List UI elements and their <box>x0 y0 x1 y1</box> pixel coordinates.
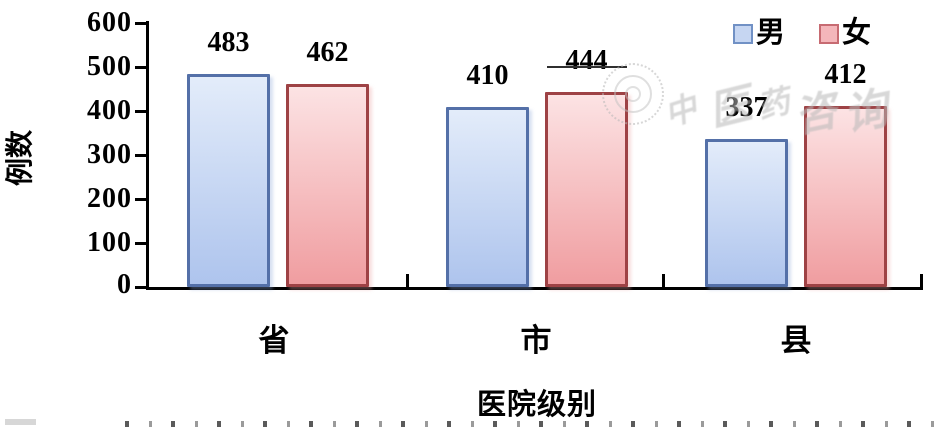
y-axis-tick <box>135 154 147 157</box>
value-label-female-province: 462 <box>306 37 349 68</box>
y-axis-tick <box>135 242 147 245</box>
legend-swatch-female <box>819 23 840 44</box>
y-axis-line <box>146 21 149 290</box>
bar-male-county <box>705 139 788 287</box>
category-label-province: 省 <box>258 323 290 358</box>
value-label-male-province: 483 <box>207 27 250 58</box>
y-axis-tick-label: 300 <box>87 139 132 170</box>
y-axis-tick-label: 200 <box>87 183 132 214</box>
watermark-seal-inner-ring <box>614 75 652 113</box>
x-axis-tick <box>662 274 665 288</box>
y-axis-tick <box>135 110 147 113</box>
watermark-glyph: 中 <box>659 88 702 133</box>
y-axis-tick-label: 500 <box>87 51 132 82</box>
bar-female-province <box>286 84 369 287</box>
legend-label-male: 男 <box>756 17 786 49</box>
category-label-county: 县 <box>780 323 812 358</box>
legend-swatch-male <box>733 23 753 44</box>
bar-male-province <box>187 74 270 287</box>
clipped-caption-fragments <box>125 421 937 427</box>
y-axis-tick-label: 600 <box>87 7 132 38</box>
legend-item-female: 女 <box>819 19 871 48</box>
watermark-seal-core <box>625 86 641 102</box>
bar-female-city <box>545 92 628 287</box>
legend-item-male: 男 <box>733 19 785 48</box>
bar-female-county <box>804 106 887 287</box>
y-axis-tick-label: 400 <box>87 95 132 126</box>
bar-male-city <box>446 107 529 287</box>
value-label-female-city: 444 <box>527 46 647 76</box>
legend: 男 女 <box>733 19 871 48</box>
y-axis-tick <box>135 66 147 69</box>
x-axis-line <box>146 287 923 290</box>
y-axis-tick-label: 0 <box>117 269 132 300</box>
x-axis-tick <box>406 274 409 288</box>
legend-label-female: 女 <box>842 17 872 49</box>
x-axis-title: 医院级别 <box>476 389 597 421</box>
y-axis-tick-label: 100 <box>87 227 132 258</box>
y-axis-tick <box>135 286 147 289</box>
y-axis-title: 例数 <box>5 130 36 187</box>
watermark-glyph: 医 <box>704 81 757 137</box>
value-label-female-county: 412 <box>824 59 867 90</box>
clipped-caption-fragment <box>5 419 36 425</box>
category-label-city: 市 <box>520 323 552 358</box>
watermark-seal-icon <box>602 63 664 125</box>
value-label-male-county: 337 <box>725 92 768 123</box>
y-axis-tick <box>135 22 147 25</box>
value-label-male-city: 410 <box>466 60 509 91</box>
y-axis-tick <box>135 198 147 201</box>
x-axis-tick <box>920 274 923 288</box>
